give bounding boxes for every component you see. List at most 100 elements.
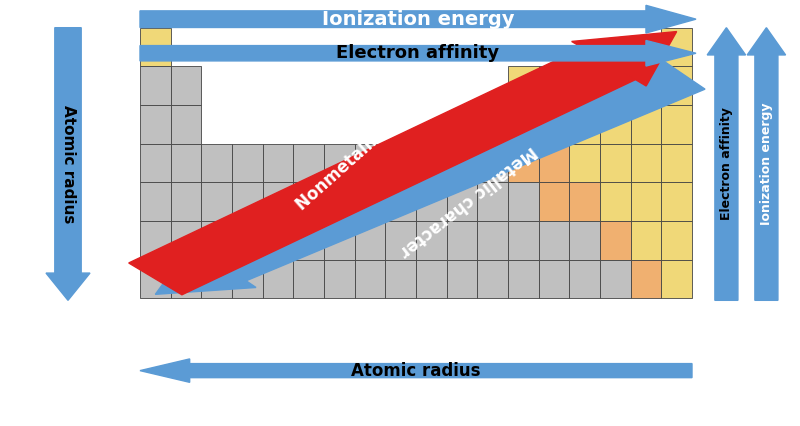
Bar bbox=[170, 259, 202, 298]
Bar bbox=[140, 259, 170, 298]
Bar bbox=[508, 66, 538, 105]
Text: Atomic radius: Atomic radius bbox=[61, 105, 75, 223]
Bar bbox=[600, 66, 630, 105]
Polygon shape bbox=[202, 59, 705, 281]
Bar bbox=[570, 221, 600, 259]
Bar bbox=[294, 182, 324, 221]
Text: Nonmetallic character: Nonmetallic character bbox=[293, 63, 459, 214]
Bar bbox=[662, 182, 692, 221]
Bar bbox=[662, 28, 692, 66]
Bar bbox=[324, 221, 354, 259]
Bar bbox=[324, 259, 354, 298]
Bar bbox=[630, 144, 662, 182]
Bar bbox=[140, 105, 170, 144]
Bar bbox=[570, 259, 600, 298]
Bar bbox=[386, 182, 416, 221]
Bar bbox=[232, 259, 262, 298]
Bar bbox=[508, 259, 538, 298]
Bar bbox=[478, 259, 508, 298]
Bar bbox=[232, 221, 262, 259]
Bar bbox=[416, 221, 446, 259]
Bar bbox=[600, 105, 630, 144]
Bar bbox=[570, 66, 600, 105]
Bar bbox=[600, 221, 630, 259]
Bar bbox=[662, 259, 692, 298]
Bar bbox=[446, 144, 478, 182]
Bar bbox=[478, 182, 508, 221]
Bar bbox=[386, 144, 416, 182]
Bar bbox=[662, 66, 692, 105]
Bar bbox=[600, 144, 630, 182]
Bar bbox=[170, 221, 202, 259]
Bar bbox=[232, 182, 262, 221]
Bar bbox=[202, 182, 232, 221]
Bar bbox=[630, 221, 662, 259]
Bar bbox=[324, 182, 354, 221]
Bar bbox=[662, 105, 692, 144]
Bar bbox=[538, 66, 570, 105]
Bar bbox=[416, 259, 446, 298]
Bar bbox=[508, 105, 538, 144]
Bar bbox=[446, 221, 478, 259]
Bar bbox=[354, 221, 386, 259]
Bar bbox=[170, 105, 202, 144]
Bar bbox=[570, 182, 600, 221]
Bar bbox=[232, 144, 262, 182]
Bar bbox=[262, 144, 294, 182]
Bar bbox=[386, 259, 416, 298]
Bar bbox=[202, 144, 232, 182]
FancyArrow shape bbox=[140, 6, 696, 33]
FancyArrow shape bbox=[707, 28, 746, 300]
Bar bbox=[538, 105, 570, 144]
Bar bbox=[538, 144, 570, 182]
Bar bbox=[630, 66, 662, 105]
Text: Metallic character: Metallic character bbox=[395, 142, 539, 261]
Bar bbox=[508, 144, 538, 182]
Bar bbox=[416, 144, 446, 182]
FancyArrow shape bbox=[140, 359, 692, 383]
Bar bbox=[446, 259, 478, 298]
Bar bbox=[324, 144, 354, 182]
Bar bbox=[478, 221, 508, 259]
Bar bbox=[538, 182, 570, 221]
Bar bbox=[354, 144, 386, 182]
Bar bbox=[538, 259, 570, 298]
Polygon shape bbox=[129, 48, 635, 295]
Bar bbox=[170, 66, 202, 105]
FancyArrow shape bbox=[46, 28, 90, 300]
Bar bbox=[662, 144, 692, 182]
Bar bbox=[446, 182, 478, 221]
Bar bbox=[416, 182, 446, 221]
Bar bbox=[262, 259, 294, 298]
Bar bbox=[478, 144, 508, 182]
FancyArrow shape bbox=[140, 40, 696, 66]
Bar bbox=[202, 259, 232, 298]
Text: Ionization energy: Ionization energy bbox=[760, 103, 773, 225]
Bar bbox=[262, 182, 294, 221]
Bar bbox=[508, 182, 538, 221]
Polygon shape bbox=[572, 32, 677, 86]
Bar bbox=[294, 259, 324, 298]
Bar bbox=[354, 259, 386, 298]
Bar bbox=[170, 182, 202, 221]
Bar bbox=[140, 221, 170, 259]
Text: Ionization energy: Ionization energy bbox=[322, 10, 514, 29]
Bar bbox=[294, 221, 324, 259]
Bar bbox=[570, 144, 600, 182]
Bar bbox=[630, 105, 662, 144]
Bar bbox=[140, 144, 170, 182]
Bar bbox=[140, 28, 170, 66]
Bar bbox=[538, 221, 570, 259]
Bar bbox=[140, 182, 170, 221]
Bar bbox=[294, 144, 324, 182]
Bar bbox=[262, 221, 294, 259]
Bar bbox=[202, 221, 232, 259]
Text: Atomic radius: Atomic radius bbox=[351, 362, 481, 380]
Bar bbox=[386, 221, 416, 259]
Bar bbox=[140, 66, 170, 105]
Bar bbox=[600, 182, 630, 221]
Bar bbox=[508, 221, 538, 259]
Bar bbox=[630, 259, 662, 298]
Bar bbox=[630, 182, 662, 221]
Bar bbox=[354, 182, 386, 221]
